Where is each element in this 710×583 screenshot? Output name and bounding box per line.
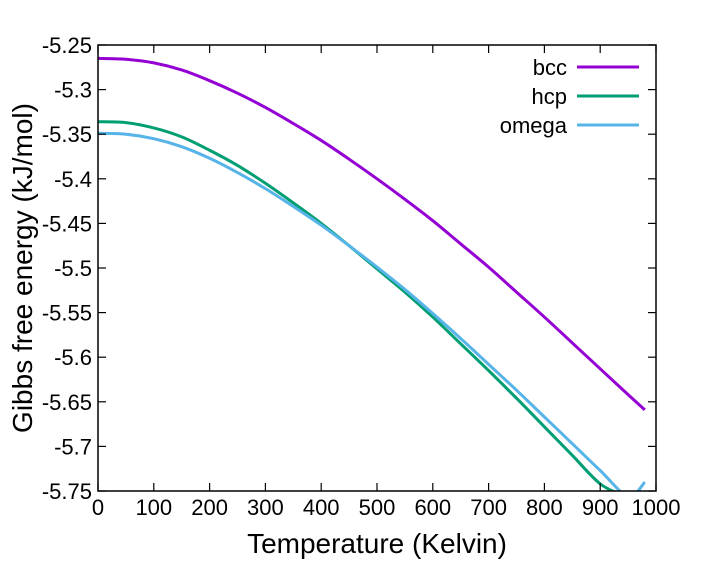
x-tick-label: 600 (414, 495, 451, 520)
axis-ticks (97, 44, 657, 492)
x-tick-label: 900 (582, 495, 619, 520)
y-tick-label: -5.35 (42, 122, 92, 147)
x-tick-label: 1000 (632, 495, 681, 520)
legend-label-bcc: bcc (533, 55, 567, 80)
y-tick-label: -5.7 (54, 434, 92, 459)
x-tick-label: 200 (191, 495, 228, 520)
x-tick-label: 800 (526, 495, 563, 520)
legend-label-omega: omega (500, 113, 568, 138)
y-tick-label: -5.45 (42, 211, 92, 236)
x-tick-label: 0 (92, 495, 104, 520)
series-line-bcc (98, 56, 646, 411)
y-axis-title: Gibbs free energy (kJ/mol) (7, 103, 38, 433)
tick-labels: 0 100 200 300 400 500 600 700 800 900 1000 -5.25 -5.… (42, 33, 681, 520)
series-line-omega (98, 131, 646, 491)
plot-lines (98, 56, 646, 491)
x-tick-label: 300 (247, 495, 284, 520)
y-tick-label: -5.5 (54, 256, 92, 281)
y-tick-label: -5.25 (42, 33, 92, 58)
x-axis-title: Temperature (Kelvin) (247, 528, 507, 559)
y-tick-label: -5.6 (54, 345, 92, 370)
x-tick-label: 100 (135, 495, 172, 520)
series-line-hcp (98, 120, 617, 491)
y-tick-label: -5.4 (54, 167, 92, 192)
x-tick-label: 500 (359, 495, 396, 520)
x-tick-label: 700 (470, 495, 507, 520)
legend-label-hcp: hcp (532, 84, 567, 109)
x-tick-label: 400 (303, 495, 340, 520)
legend: bcc hcp omega (500, 55, 639, 138)
y-tick-label: -5.55 (42, 301, 92, 326)
y-tick-label: -5.65 (42, 390, 92, 415)
y-tick-label: -5.3 (54, 78, 92, 103)
y-tick-label: -5.75 (42, 479, 92, 504)
